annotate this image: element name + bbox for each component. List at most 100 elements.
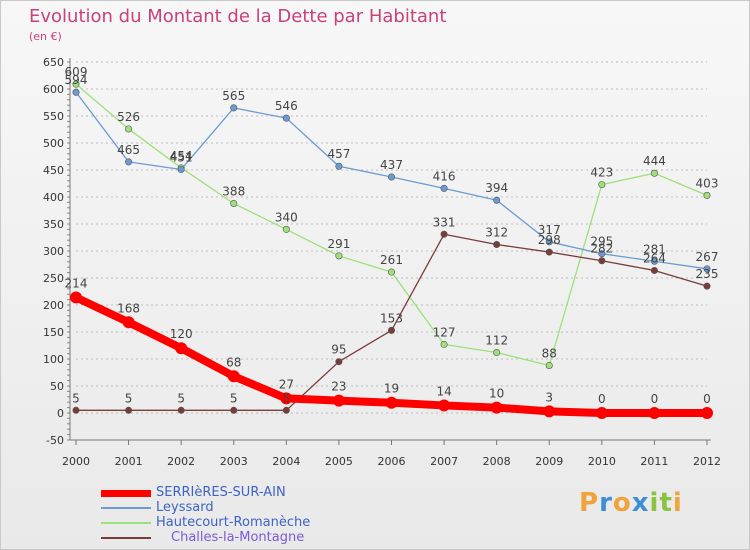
legend-item: Leyssard <box>101 500 401 516</box>
proxiti-logo: Proxiti <box>579 488 683 518</box>
logo-letter: i <box>649 488 660 518</box>
series-layer <box>70 80 713 419</box>
x-tick-label: 2009 <box>535 455 563 468</box>
y-tick-label: 150 <box>43 326 64 339</box>
x-tick-label: 2011 <box>640 455 668 468</box>
data-label: 10 <box>489 387 504 401</box>
logo-letter: x <box>631 488 650 518</box>
data-point <box>387 173 395 181</box>
data-label: 5 <box>230 391 238 405</box>
data-point <box>595 407 608 419</box>
data-point <box>332 394 345 407</box>
data-label: 423 <box>590 166 613 180</box>
y-tick-label: 350 <box>43 218 64 231</box>
data-point <box>335 252 343 260</box>
logo-letter: o <box>612 488 632 518</box>
data-label: 331 <box>433 215 456 229</box>
data-point <box>70 291 82 304</box>
x-tick-label: 2012 <box>693 455 721 468</box>
data-label: 295 <box>590 235 613 249</box>
data-label: 546 <box>275 99 298 113</box>
x-tick-label: 2008 <box>483 455 511 468</box>
data-label: 0 <box>598 392 606 406</box>
y-tick-label: 500 <box>43 137 64 150</box>
data-point <box>493 196 501 204</box>
legend-swatch <box>101 537 151 539</box>
data-point <box>440 184 448 192</box>
data-label: 394 <box>485 181 508 195</box>
y-tick-label: 250 <box>43 272 64 285</box>
data-label: 281 <box>643 242 666 256</box>
data-label: 95 <box>331 343 346 357</box>
data-point <box>650 169 658 177</box>
data-label: 23 <box>331 380 346 394</box>
data-label: 594 <box>65 73 88 87</box>
data-label: 27 <box>279 377 294 391</box>
data-point <box>701 407 713 419</box>
data-point <box>385 396 398 409</box>
y-tick-label: 450 <box>43 164 64 177</box>
data-point <box>72 406 80 414</box>
data-label: 112 <box>485 334 508 348</box>
logo-letter: i <box>672 488 683 518</box>
x-tick-label: 2002 <box>167 455 195 468</box>
data-label: 609 <box>65 65 88 79</box>
data-point <box>387 268 395 276</box>
data-point <box>545 361 553 369</box>
data-point <box>440 340 448 348</box>
legend-item: Hautecourt-Romanèche <box>101 515 401 531</box>
data-point <box>493 349 501 357</box>
legend-swatch <box>101 507 151 509</box>
x-tick-label: 2010 <box>588 455 616 468</box>
data-point <box>598 257 606 265</box>
data-label: 5 <box>125 391 133 405</box>
data-label: 465 <box>117 143 140 157</box>
y-tick-label: 400 <box>43 191 64 204</box>
data-point <box>335 162 343 170</box>
data-label: 451 <box>170 150 193 164</box>
y-tick-label: 300 <box>43 245 64 258</box>
data-label: 340 <box>275 210 298 224</box>
legend-label: Hautecourt-Romanèche <box>156 515 311 530</box>
data-labels: 214 168 120 68 27 23 19 14 10 3 0 0 0 594 465 451 565 546… <box>65 65 719 406</box>
data-point <box>177 165 185 173</box>
data-point <box>493 241 501 249</box>
data-point <box>650 257 658 265</box>
data-point <box>280 392 293 405</box>
data-point <box>545 248 553 256</box>
data-label: 235 <box>696 267 719 281</box>
y-tick-label: 200 <box>43 299 64 312</box>
data-point <box>125 158 133 166</box>
legend-item: Challes-la-Montagne <box>101 530 401 546</box>
data-label: 120 <box>170 327 193 341</box>
data-point <box>598 181 606 189</box>
data-label: 565 <box>222 89 245 103</box>
data-label: 0 <box>651 392 659 406</box>
data-point <box>703 191 711 199</box>
data-point <box>72 80 80 88</box>
y-tick-label: 550 <box>43 110 64 123</box>
data-point <box>230 406 238 414</box>
data-point <box>282 406 290 414</box>
data-label: 403 <box>696 176 719 190</box>
data-point <box>598 250 606 258</box>
data-point <box>703 265 711 273</box>
data-point <box>282 114 290 122</box>
data-label: 267 <box>696 250 719 264</box>
data-label: 264 <box>643 251 666 265</box>
data-label: 3 <box>545 390 553 404</box>
y-tick-label: -50 <box>46 434 64 447</box>
x-tick-label: 2000 <box>62 455 90 468</box>
data-label: 437 <box>380 158 403 172</box>
data-point <box>440 230 448 238</box>
data-label: 388 <box>222 184 245 198</box>
data-point <box>490 401 503 414</box>
legend-label: Challes-la-Montagne <box>171 530 305 545</box>
data-label: 298 <box>538 233 561 247</box>
data-point <box>230 199 238 207</box>
data-label: 454 <box>170 149 193 163</box>
data-label: 19 <box>384 382 399 396</box>
data-point <box>282 225 290 233</box>
